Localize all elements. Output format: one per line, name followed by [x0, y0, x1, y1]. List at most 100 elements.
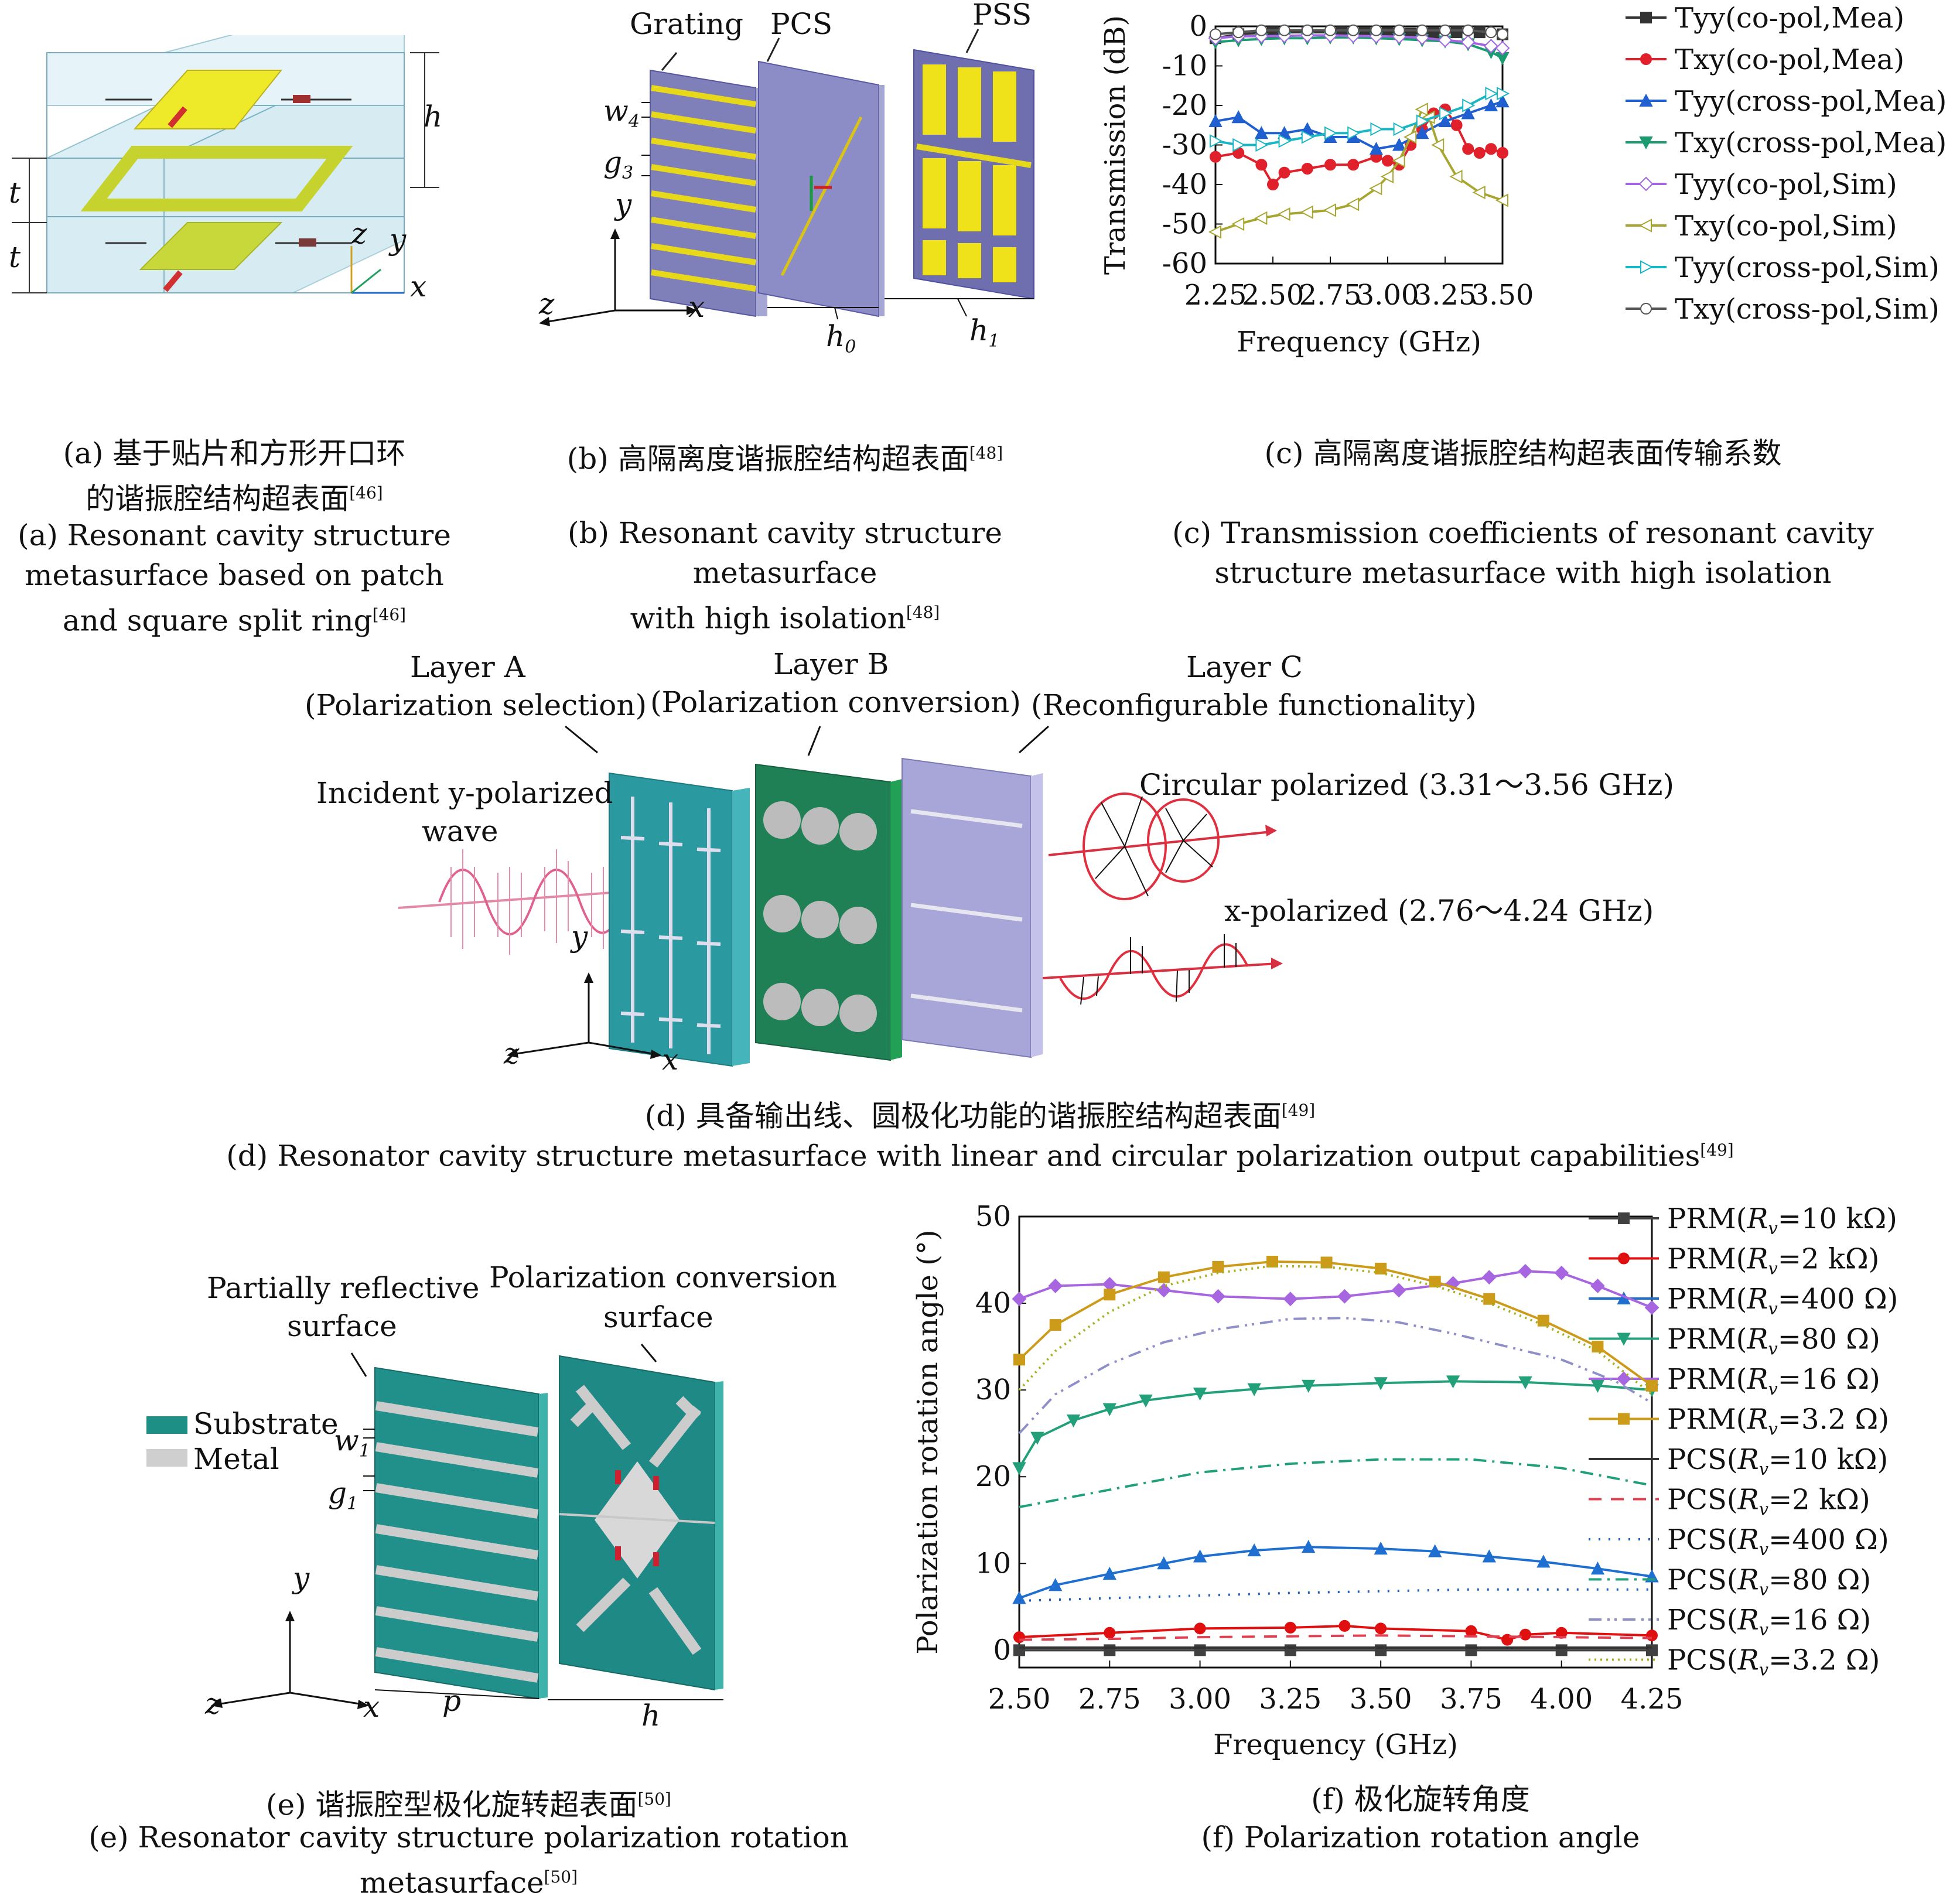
data-point — [1380, 169, 1394, 184]
data-point — [1590, 1379, 1605, 1393]
pss-patches — [923, 64, 1016, 282]
data-point — [1495, 40, 1510, 56]
layer-a-subtitle: (Polarization selection) — [305, 688, 647, 722]
legend-marker — [1618, 1413, 1630, 1425]
data-point — [1370, 24, 1382, 36]
caption-c-en: (c) Transmission coefficients of resonan… — [1172, 516, 1874, 590]
data-point — [1320, 1256, 1333, 1269]
data-point — [1278, 166, 1290, 179]
axis-z-label: z — [504, 1037, 520, 1071]
legend-label: Txy(co-pol,Sim) — [1675, 210, 1897, 242]
data-point — [1416, 114, 1429, 128]
series-3 — [1012, 1375, 1659, 1475]
series-4 — [1012, 1263, 1659, 1315]
legend-label: PCS(Rv=400 Ω) — [1667, 1523, 1889, 1559]
legend-label: PCS(Rv=2 kΩ) — [1667, 1484, 1870, 1519]
data-point — [1211, 1289, 1225, 1304]
data-point — [1231, 110, 1245, 124]
prs-pcs-illustration — [146, 1344, 723, 1709]
series-10 — [1018, 1317, 1653, 1434]
legend-marker — [1617, 1333, 1631, 1346]
data-point — [1497, 147, 1508, 159]
layer-a-title: Layer A — [410, 650, 525, 684]
data-point — [1415, 126, 1429, 139]
incident-wave-label-2: wave — [422, 814, 498, 848]
grating-pcs-pss-illustration — [539, 29, 1034, 326]
caption-a-cn-ref: [46] — [349, 483, 383, 503]
data-point — [1231, 217, 1245, 231]
prs-label-line2: surface — [287, 1309, 397, 1343]
data-point — [1212, 1260, 1224, 1273]
legend-label: PCS(Rv=16 Ω) — [1667, 1604, 1871, 1639]
grating-label: Grating — [630, 7, 743, 41]
data-point — [1255, 24, 1268, 36]
data-point — [1392, 153, 1405, 168]
data-point — [1370, 122, 1384, 136]
legend-label: PRM(Rv=10 kΩ) — [1667, 1202, 1897, 1238]
legend-label: PCS(Rv=10 kΩ) — [1667, 1443, 1888, 1479]
w1-label: w1 — [334, 1423, 370, 1461]
y-tick-label: 0 — [1189, 10, 1207, 43]
data-point — [1346, 197, 1360, 211]
caption-f-cn: (f) 极化旋转角度 — [1311, 1782, 1530, 1816]
data-point — [1277, 207, 1290, 221]
series-9 — [1019, 1458, 1652, 1509]
data-point — [1156, 1283, 1172, 1298]
data-point — [1393, 24, 1405, 36]
legend-marker — [1618, 1212, 1630, 1224]
data-point — [1104, 1627, 1116, 1639]
legend-marker — [1640, 12, 1652, 23]
data-point — [1439, 106, 1453, 121]
x-tick-label: 2.50 — [988, 1683, 1051, 1716]
data-point — [1193, 1388, 1207, 1401]
data-point — [1462, 24, 1474, 36]
data-point — [1301, 163, 1313, 175]
legend-label: Tyy(co-pol,Sim) — [1675, 168, 1897, 201]
axis-z-label: z — [205, 1687, 221, 1721]
panel-e-figure: Partially reflective surface Polarizatio… — [117, 1253, 837, 1745]
legend-marker — [1640, 303, 1652, 315]
panel-a-figure: h t t z y x — [0, 23, 469, 305]
data-point — [1483, 39, 1498, 54]
data-point — [1232, 26, 1245, 39]
data-point — [1374, 1541, 1388, 1555]
data-point — [1347, 159, 1360, 171]
data-point — [1157, 1556, 1171, 1570]
series-line — [1019, 1458, 1652, 1509]
layer-b-subtitle: (Polarization conversion) — [650, 685, 1021, 719]
data-point — [1646, 1379, 1658, 1392]
x-tick-label: 3.25 — [1414, 279, 1477, 312]
layer-c-subtitle: (Reconfigurable functionality) — [1031, 688, 1477, 722]
legend-label: PRM(Rv=80 Ω) — [1667, 1323, 1880, 1359]
pcs-label-line1: Polarization conversion — [489, 1260, 837, 1294]
caption-a-en-line2: metasurface based on patch — [25, 558, 444, 592]
legend-marker — [1640, 53, 1652, 65]
dimension-t-bottom-label: t — [9, 240, 21, 274]
y-tick-label: 20 — [975, 1460, 1011, 1493]
data-point — [1267, 179, 1279, 190]
data-point — [1392, 138, 1406, 151]
dimension-t-top-label: t — [9, 176, 21, 210]
data-point — [1210, 151, 1221, 163]
x-polarized-label: x-polarized (2.76～4.24 GHz) — [1224, 894, 1654, 928]
layer-c-title: Layer C — [1186, 650, 1303, 684]
data-point — [1465, 1625, 1477, 1637]
caption-e-cn: (e) 谐振腔型极化旋转超表面[50] — [266, 1788, 671, 1822]
data-point — [1369, 142, 1384, 155]
x-tick-label: 4.25 — [1621, 1683, 1684, 1716]
axis-z-label: z — [351, 217, 367, 251]
data-point — [1102, 1403, 1116, 1416]
x-tick-label: 3.00 — [1357, 279, 1419, 312]
data-point — [1461, 106, 1475, 119]
legend-marker — [1638, 176, 1654, 192]
data-point — [1283, 1292, 1298, 1307]
data-point — [1518, 1376, 1532, 1389]
data-point — [1519, 1628, 1531, 1641]
series-line — [1018, 1317, 1653, 1434]
series-1 — [1013, 1620, 1658, 1646]
caption-f-en: (f) Polarization rotation angle — [1201, 1820, 1640, 1854]
data-point — [1324, 159, 1336, 171]
legend-label: PRM(Rv=16 Ω) — [1667, 1363, 1880, 1399]
data-point — [1485, 87, 1498, 101]
pcs-label-line2: surface — [603, 1300, 713, 1334]
